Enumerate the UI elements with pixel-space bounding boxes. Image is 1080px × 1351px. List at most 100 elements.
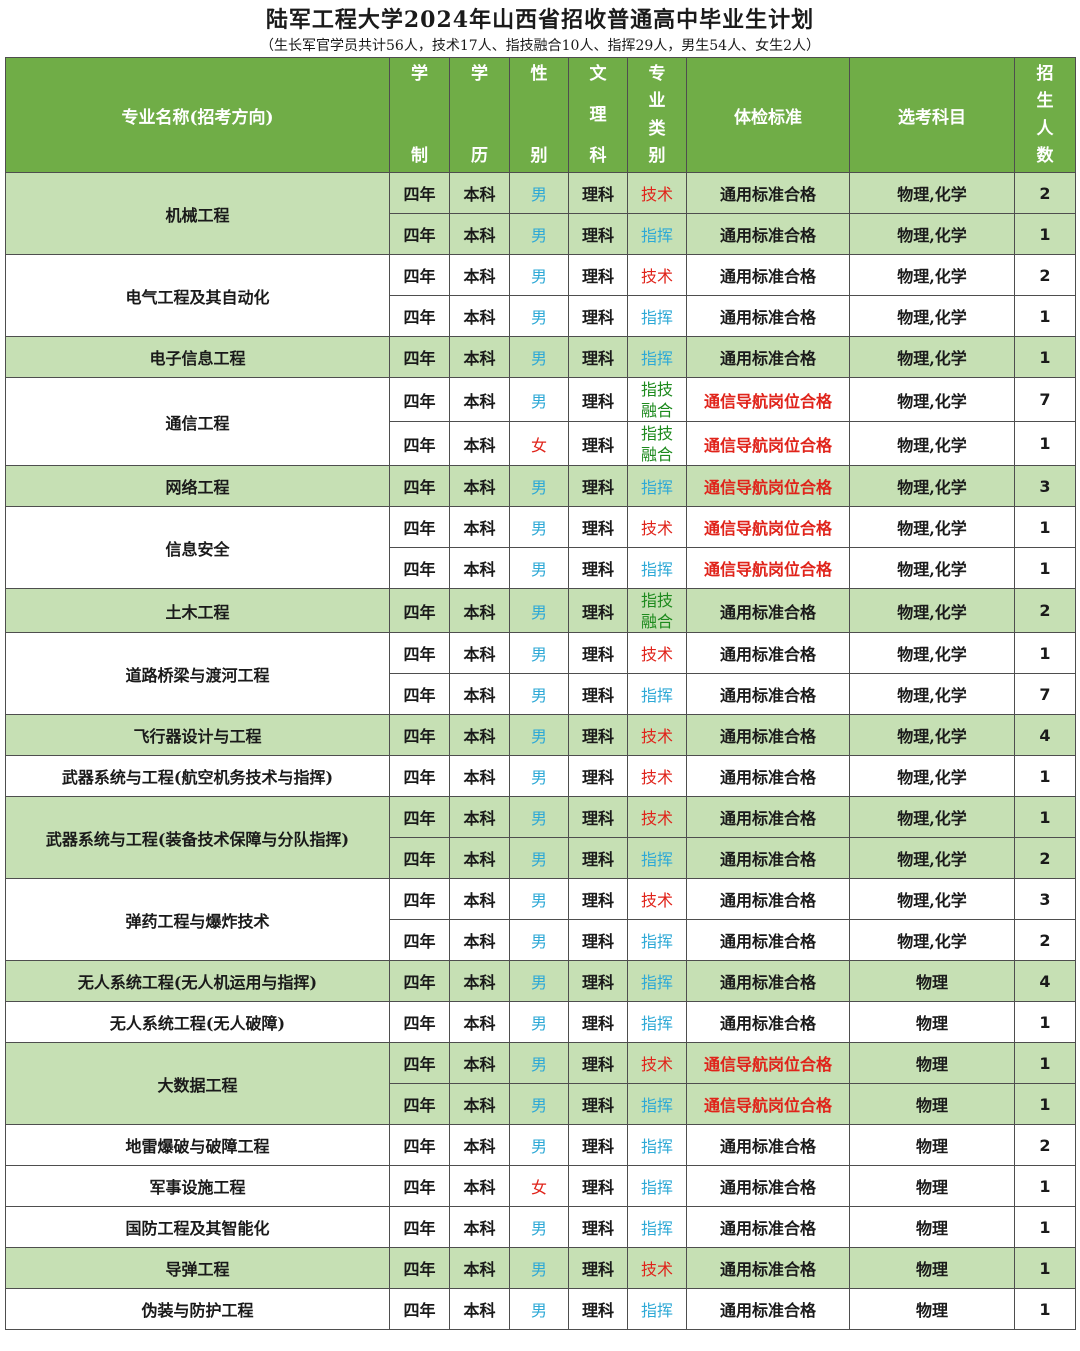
degree-cell: 本科 [449,1124,510,1166]
subjects-cell: 物理,化学 [849,172,1015,214]
table-row: 通信工程 四年 本科男理科 指技融合 通信导航岗位合格 物理,化学 7 [5,377,1076,466]
subjects-cell: 物理,化学 [849,254,1015,296]
category-cell: 指挥 [627,295,687,337]
table-row: 四年 本科男理科 指挥 通用标准合格 物理,化学 7 [6,673,1076,715]
table-row: 四年 本科男理科 指挥 通用标准合格 物理,化学 1 [6,213,1076,255]
category-cell: 指挥 [627,213,687,255]
degree-cell: 本科 [449,1165,510,1207]
physical-cell: 通用标准合格 [686,1206,850,1248]
subjects-cell: 物理,化学 [849,336,1015,378]
duration-cell: 四年 [389,960,450,1002]
physical-cell: 通信导航岗位合格 [686,547,850,589]
header-name: 专业名称(招考方向) [5,57,390,173]
subjects-cell: 物理,化学 [849,878,1015,920]
physical-cell: 通用标准合格 [686,1001,850,1043]
duration-cell: 四年 [389,673,450,715]
duration-cell: 四年 [389,1206,450,1248]
category-cell: 指挥 [627,336,687,378]
track-cell: 理科 [568,295,628,337]
gender-cell: 男 [509,632,569,674]
gender-cell: 男 [509,213,569,255]
table-row: 武器系统与工程(装备技术保障与分队指挥) 四年 本科男理科 技术 通用标准合格 物理,化学… [5,796,1076,879]
track-cell: 理科 [568,1124,628,1166]
duration-cell: 四年 [389,755,450,797]
subjects-cell: 物理,化学 [849,755,1015,797]
table-row: 大数据工程 四年 本科男理科 技术 通信导航岗位合格 物理 1 [5,1042,1076,1125]
count-cell: 1 [1014,1165,1076,1207]
count-cell: 1 [1014,295,1076,337]
table-row: 机械工程 四年 本科男理科 技术 通用标准合格 物理,化学 2 [5,172,1076,255]
count-cell: 4 [1014,960,1076,1002]
major-name: 地雷爆破与破障工程 [5,1124,390,1166]
category-label: 指技融合 [640,379,673,420]
subjects-cell: 物理 [849,1124,1015,1166]
subjects-cell: 物理,化学 [849,506,1015,548]
category-cell: 指技融合 [627,421,687,466]
gender-cell: 男 [509,465,569,507]
track-cell: 理科 [568,421,628,466]
degree-cell: 本科 [449,919,510,961]
subjects-cell: 物理,化学 [849,796,1015,838]
duration-cell: 四年 [389,254,450,296]
major-name: 弹药工程与爆炸技术 [5,878,390,961]
degree-cell: 本科 [449,1288,510,1330]
physical-cell: 通信导航岗位合格 [686,465,850,507]
track-cell: 理科 [568,837,628,879]
table-row: 四年 本科男理科 指挥 通信导航岗位合格 物理,化学 1 [6,547,1076,589]
duration-cell: 四年 [389,1001,450,1043]
track-cell: 理科 [568,1165,628,1207]
degree-cell: 本科 [449,1206,510,1248]
gender-cell: 男 [509,506,569,548]
subjects-cell: 物理 [849,960,1015,1002]
physical-cell: 通信导航岗位合格 [686,1042,850,1084]
track-cell: 理科 [568,1001,628,1043]
physical-cell: 通信导航岗位合格 [686,506,850,548]
subjects-cell: 物理,化学 [849,588,1015,633]
duration-cell: 四年 [389,1124,450,1166]
gender-cell: 男 [509,377,569,422]
duration-cell: 四年 [389,837,450,879]
table-row: 信息安全 四年 本科男理科 技术 通信导航岗位合格 物理,化学 1 [5,506,1076,589]
count-cell: 2 [1014,837,1076,879]
subjects-cell: 物理,化学 [849,465,1015,507]
category-cell: 指挥 [627,547,687,589]
gender-cell: 男 [509,547,569,589]
major-name: 飞行器设计与工程 [5,714,390,756]
category-cell: 技术 [627,632,687,674]
track-cell: 理科 [568,878,628,920]
degree-cell: 本科 [449,377,510,422]
major-name: 通信工程 [5,377,390,466]
count-cell: 1 [1014,1042,1076,1084]
degree-cell: 本科 [449,1001,510,1043]
table-row: 无人系统工程(无人破障) 四年 本科男理科 指挥 通用标准合格 物理 1 [5,1001,1076,1043]
category-cell: 指挥 [627,1001,687,1043]
header-duration: 学制 [389,57,450,173]
category-cell: 指挥 [627,1165,687,1207]
physical-cell: 通用标准合格 [686,1288,850,1330]
subjects-cell: 物理,化学 [849,673,1015,715]
count-cell: 7 [1014,377,1076,422]
track-cell: 理科 [568,755,628,797]
category-cell: 指挥 [627,919,687,961]
gender-cell: 男 [509,336,569,378]
track-cell: 理科 [568,377,628,422]
major-name: 无人系统工程(无人破障) [5,1001,390,1043]
duration-cell: 四年 [389,714,450,756]
major-name: 网络工程 [5,465,390,507]
header-category: 专业类别 [627,57,687,173]
subjects-cell: 物理,化学 [849,421,1015,466]
degree-cell: 本科 [449,1083,510,1125]
count-cell: 1 [1014,1288,1076,1330]
degree-cell: 本科 [449,213,510,255]
table-row: 电子信息工程 四年 本科男理科 指挥 通用标准合格 物理,化学 1 [5,336,1076,378]
gender-cell: 男 [509,1001,569,1043]
header-physical: 体检标准 [686,57,850,173]
gender-cell: 男 [509,1124,569,1166]
subjects-cell: 物理 [849,1042,1015,1084]
gender-cell: 男 [509,919,569,961]
degree-cell: 本科 [449,632,510,674]
degree-cell: 本科 [449,172,510,214]
table-row: 道路桥梁与渡河工程 四年 本科男理科 技术 通用标准合格 物理,化学 1 [5,632,1076,715]
track-cell: 理科 [568,960,628,1002]
track-cell: 理科 [568,1247,628,1289]
